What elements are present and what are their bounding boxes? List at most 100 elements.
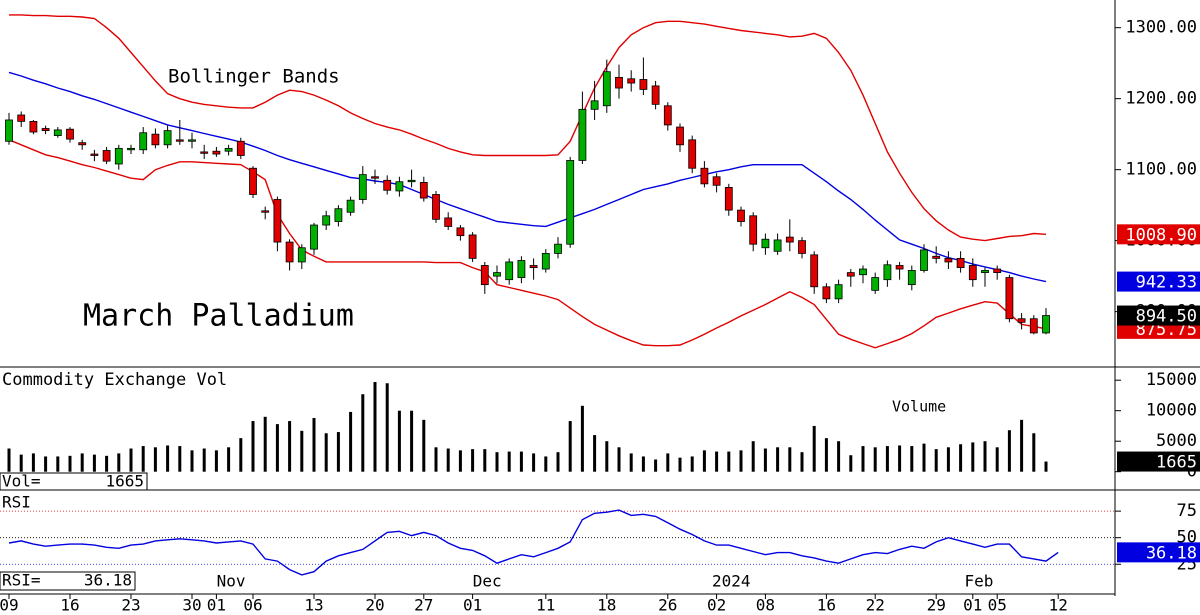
candle-body	[175, 139, 184, 142]
candle-body	[712, 176, 721, 186]
volume-bar	[776, 447, 780, 472]
volume-bar	[7, 448, 11, 472]
candle-body	[639, 79, 648, 90]
candle-body	[29, 120, 38, 133]
candle-body	[371, 176, 379, 179]
candle-body	[1017, 318, 1026, 323]
rsi-line	[8, 509, 1059, 576]
x-tick-label: 26	[658, 596, 677, 615]
volume-bar	[995, 447, 999, 472]
candle-body	[578, 108, 587, 161]
candle-body	[310, 224, 318, 250]
candle-body	[66, 128, 74, 140]
candle-body	[566, 160, 575, 245]
candle-body	[590, 100, 599, 110]
bollinger-band	[8, 139, 1047, 349]
readout-value: 36.18	[84, 571, 132, 590]
volume-bar	[641, 456, 645, 472]
volume-bar	[873, 447, 877, 472]
volume-bar	[300, 430, 304, 472]
value-box-label: 36.18	[1146, 543, 1197, 563]
x-tick-label: 23	[121, 596, 140, 615]
candle-body	[968, 265, 977, 281]
candle-body	[468, 234, 477, 259]
candle-body	[1042, 315, 1050, 334]
candle-body	[261, 210, 270, 213]
value-box-label: 942.33	[1136, 273, 1197, 293]
x-tick-label: 05	[988, 596, 1007, 615]
candle-body	[90, 153, 99, 156]
y-tick-label: 1200.00	[1125, 89, 1197, 109]
volume-bar	[898, 445, 902, 472]
value-box	[1117, 542, 1200, 563]
x-tick-label: 18	[597, 596, 616, 615]
candle-body	[102, 150, 111, 162]
volume-bar	[190, 450, 194, 472]
value-box	[1117, 271, 1200, 292]
candle-body	[871, 277, 880, 291]
candle-body	[773, 239, 782, 252]
volume-bar	[44, 456, 48, 472]
volume-bar	[373, 382, 377, 472]
readout-box	[0, 571, 136, 591]
x-tick-label: 01	[463, 596, 482, 615]
bollinger-band	[9, 14, 1047, 242]
candle-body	[163, 130, 172, 146]
candle-body	[200, 151, 209, 154]
candle-body	[761, 238, 770, 249]
volume-bar	[654, 459, 658, 472]
volume-bar	[336, 432, 340, 472]
candle-body	[273, 199, 282, 243]
x-tick-label: 02	[707, 596, 726, 615]
annotation: Bollinger Bands	[168, 66, 340, 88]
candle-body	[17, 114, 26, 122]
candle-body	[883, 264, 892, 281]
volume-bar	[605, 441, 609, 472]
x-tick-label: 20	[365, 596, 384, 615]
volume-bar	[31, 453, 35, 472]
x-tick-label: 16	[60, 596, 79, 615]
volume-bar	[934, 449, 938, 472]
x-tick-label: 12	[1049, 596, 1068, 615]
chart-title: March Palladium	[83, 299, 354, 334]
candle-body	[798, 240, 806, 254]
value-box	[1117, 305, 1200, 326]
x-tick-label: 11	[536, 596, 555, 615]
volume-bar	[666, 453, 670, 472]
y-tick-label: 75	[1177, 501, 1197, 521]
volume-bar	[763, 448, 767, 472]
candle-body	[785, 236, 794, 243]
candle-body	[932, 255, 941, 259]
candle-body	[907, 270, 916, 286]
volume-bar	[959, 444, 963, 472]
volume-bar	[153, 447, 157, 472]
volume-bar	[507, 451, 511, 472]
volume-bar	[105, 455, 109, 472]
volume-bar	[702, 450, 706, 472]
candle-body	[541, 253, 550, 270]
volume-bar	[837, 441, 841, 472]
volume-bar	[593, 435, 597, 472]
panel-title: RSI	[2, 493, 31, 512]
candle-body	[151, 133, 160, 146]
x-tick-label: 01	[963, 596, 982, 615]
candle-body	[188, 139, 196, 142]
candle-body	[554, 243, 562, 254]
candle-body	[822, 286, 831, 300]
volume-bar	[129, 448, 133, 472]
x-tick-label: 06	[243, 596, 262, 615]
readout-label: RSI=	[2, 571, 41, 590]
volume-bar	[885, 446, 889, 472]
volume-bar	[288, 421, 292, 472]
month-label: 2024	[712, 572, 751, 591]
candle-body	[834, 284, 843, 300]
plot-layer	[0, 14, 1115, 576]
volume-bar	[178, 446, 182, 472]
annotation: Volume	[892, 398, 946, 416]
candle-body	[1005, 277, 1014, 320]
volume-bar	[519, 451, 523, 472]
candle-body	[114, 147, 123, 165]
volume-bar	[483, 449, 487, 472]
candle-body	[651, 85, 660, 105]
